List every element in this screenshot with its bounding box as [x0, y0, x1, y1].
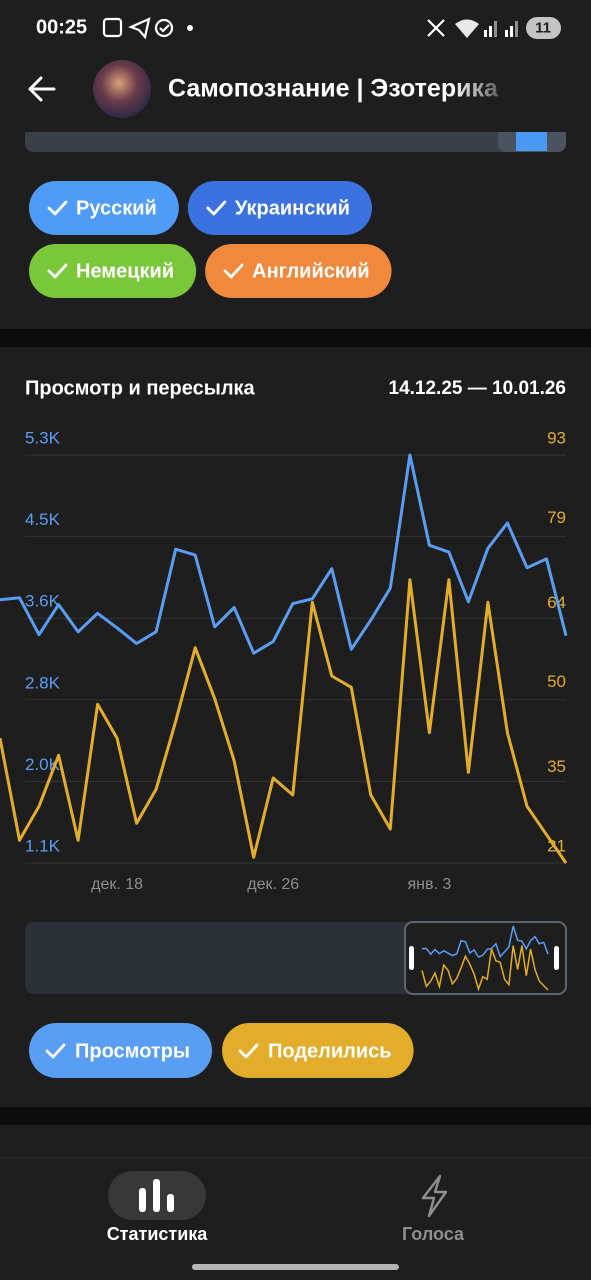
legend-toggle[interactable] — [222, 1023, 414, 1078]
chip-check — [47, 263, 68, 279]
legend-check — [238, 1043, 259, 1059]
chip-check — [223, 263, 244, 279]
range-slider — [25, 126, 566, 152]
battery-badge — [526, 17, 561, 39]
y-tick-label: 2.8K — [25, 673, 61, 692]
status-time: 00:25 — [36, 16, 87, 38]
chart-title: Просмотр и пересылка — [25, 377, 256, 399]
nav-icon-stats — [139, 1179, 174, 1212]
language-chip[interactable] — [29, 181, 179, 235]
chip-label: Русский — [76, 197, 157, 219]
chip-label: Английский — [252, 260, 369, 282]
chart-date-range: 14.12.25 — 10.01.26 — [389, 378, 566, 399]
chip-label: Немецкий — [76, 260, 174, 282]
channel-title: Самопознание | Эзотерика — [168, 75, 499, 103]
overview-line — [421, 945, 549, 992]
status-icons — [102, 17, 174, 40]
language-chip[interactable] — [187, 181, 372, 235]
y2-tick-label: 50 — [547, 672, 566, 691]
legend-label: Поделились — [268, 1040, 392, 1062]
overview-handle[interactable] — [554, 946, 559, 970]
overview-window[interactable] — [404, 921, 567, 995]
series-line — [0, 578, 568, 864]
status-right-icons — [427, 19, 518, 38]
x-tick-label: янв. 3 — [407, 876, 451, 893]
y-tick-label: 5.3K — [25, 428, 61, 447]
home-indicator — [192, 1264, 399, 1270]
chip-check — [47, 200, 68, 216]
y-tick-label: 3.6K — [25, 592, 61, 611]
y-tick-label: 4.5K — [25, 510, 61, 529]
y-tick-label: 1.1K — [25, 836, 61, 855]
back-button[interactable] — [28, 76, 56, 102]
y2-tick-label: 93 — [547, 428, 566, 447]
bottom-nav — [0, 1158, 591, 1280]
next-card — [0, 1125, 591, 1158]
channel-avatar[interactable] — [93, 60, 151, 118]
x-tick-label: дек. 26 — [247, 876, 299, 893]
overview-line — [421, 925, 549, 959]
nav-label[interactable]: Голоса — [402, 1224, 465, 1244]
legend-label: Просмотры — [75, 1040, 190, 1062]
chip-label: Украинский — [235, 197, 350, 219]
status-dot — [187, 25, 193, 31]
header-bg — [0, 0, 591, 132]
legend-toggle[interactable] — [29, 1023, 213, 1078]
battery-level: 11 — [535, 19, 551, 36]
nav-icon-votes — [421, 1174, 448, 1218]
y2-tick-label: 35 — [547, 757, 566, 776]
language-chip[interactable] — [205, 244, 392, 298]
language-chip[interactable] — [29, 244, 197, 298]
legend-check — [45, 1043, 66, 1059]
range-thumb — [516, 132, 547, 151]
series-line — [0, 453, 568, 655]
nav-label[interactable]: Статистика — [107, 1224, 209, 1244]
overview-handle[interactable] — [409, 946, 414, 970]
y2-tick-label: 79 — [547, 508, 566, 527]
x-tick-label: дек. 18 — [91, 876, 143, 893]
chip-check — [206, 200, 227, 216]
